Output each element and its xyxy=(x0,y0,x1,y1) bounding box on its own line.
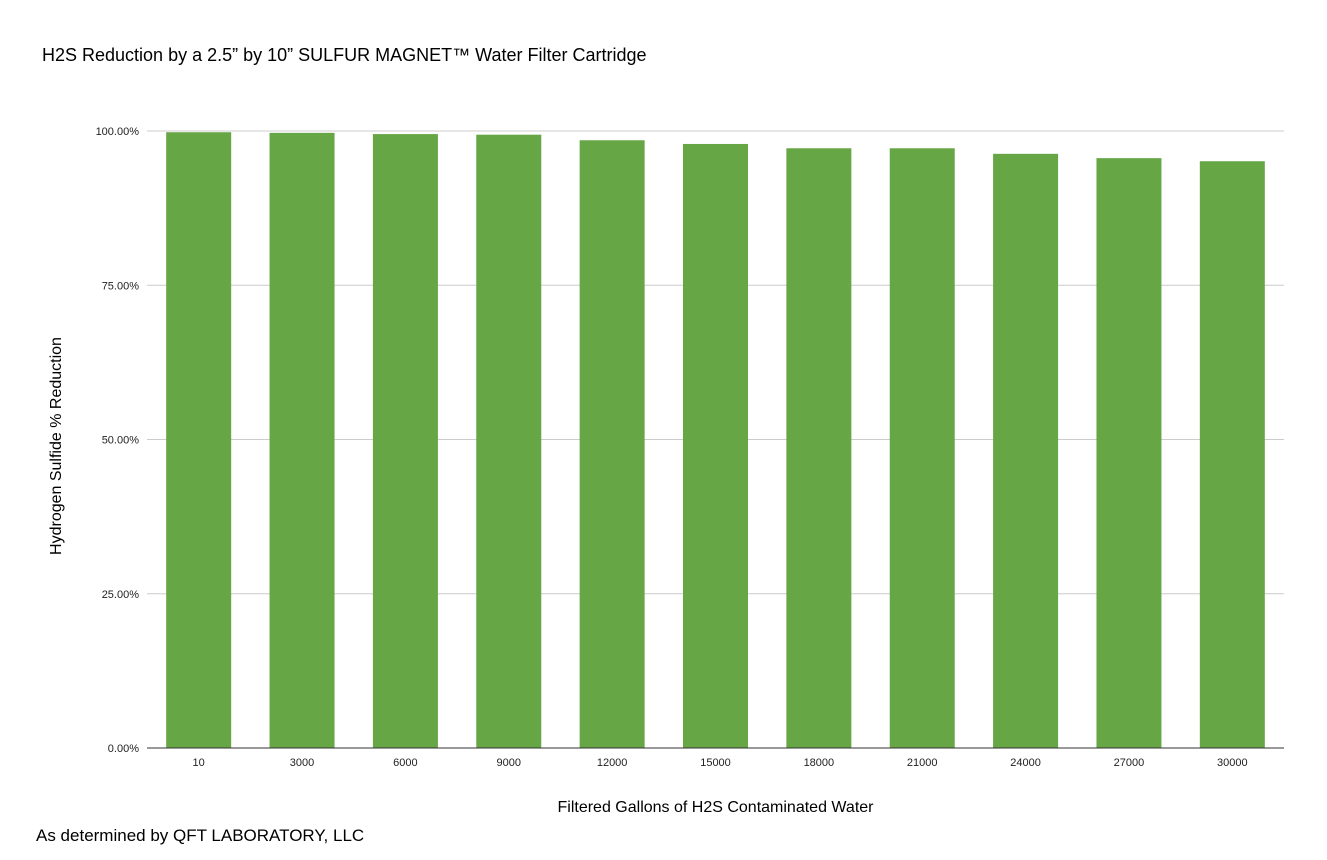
y-axis-label: Hydrogen Sulfide % Reduction xyxy=(48,337,65,555)
bar-27000 xyxy=(1096,158,1162,748)
y-tick-label: 0.00% xyxy=(108,743,139,755)
x-tick-label: 12000 xyxy=(597,757,628,769)
x-tick-label: 18000 xyxy=(804,757,835,769)
x-tick-label: 27000 xyxy=(1114,757,1145,769)
chart-title: H2S Reduction by a 2.5” by 10” SULFUR MA… xyxy=(42,45,647,65)
x-axis-label: Filtered Gallons of H2S Contaminated Wat… xyxy=(558,799,875,816)
bar-3000 xyxy=(269,132,335,748)
bar-12000 xyxy=(579,140,645,748)
y-tick-label: 50.00% xyxy=(102,435,140,447)
bar-6000 xyxy=(372,134,438,748)
x-tick-label: 9000 xyxy=(497,757,521,769)
bar-21000 xyxy=(889,148,955,748)
x-tick-label: 24000 xyxy=(1010,757,1041,769)
x-tick-label: 30000 xyxy=(1217,757,1248,769)
x-tick-label: 21000 xyxy=(907,757,938,769)
x-tick-label: 3000 xyxy=(290,757,314,769)
x-tick-label: 6000 xyxy=(393,757,417,769)
bar-24000 xyxy=(993,153,1059,749)
bar-18000 xyxy=(786,148,852,748)
bar-9000 xyxy=(476,134,542,748)
y-tick-label: 25.00% xyxy=(102,589,140,601)
footnote: As determined by QFT LABORATORY, LLC xyxy=(36,826,365,845)
bar-30000 xyxy=(1199,161,1265,748)
x-tick-label: 10 xyxy=(193,757,205,769)
y-tick-label: 100.00% xyxy=(96,126,140,138)
bar-15000 xyxy=(683,143,748,748)
x-tick-label: 15000 xyxy=(700,757,731,769)
y-tick-label: 75.00% xyxy=(102,280,140,292)
bar-10 xyxy=(166,132,232,748)
